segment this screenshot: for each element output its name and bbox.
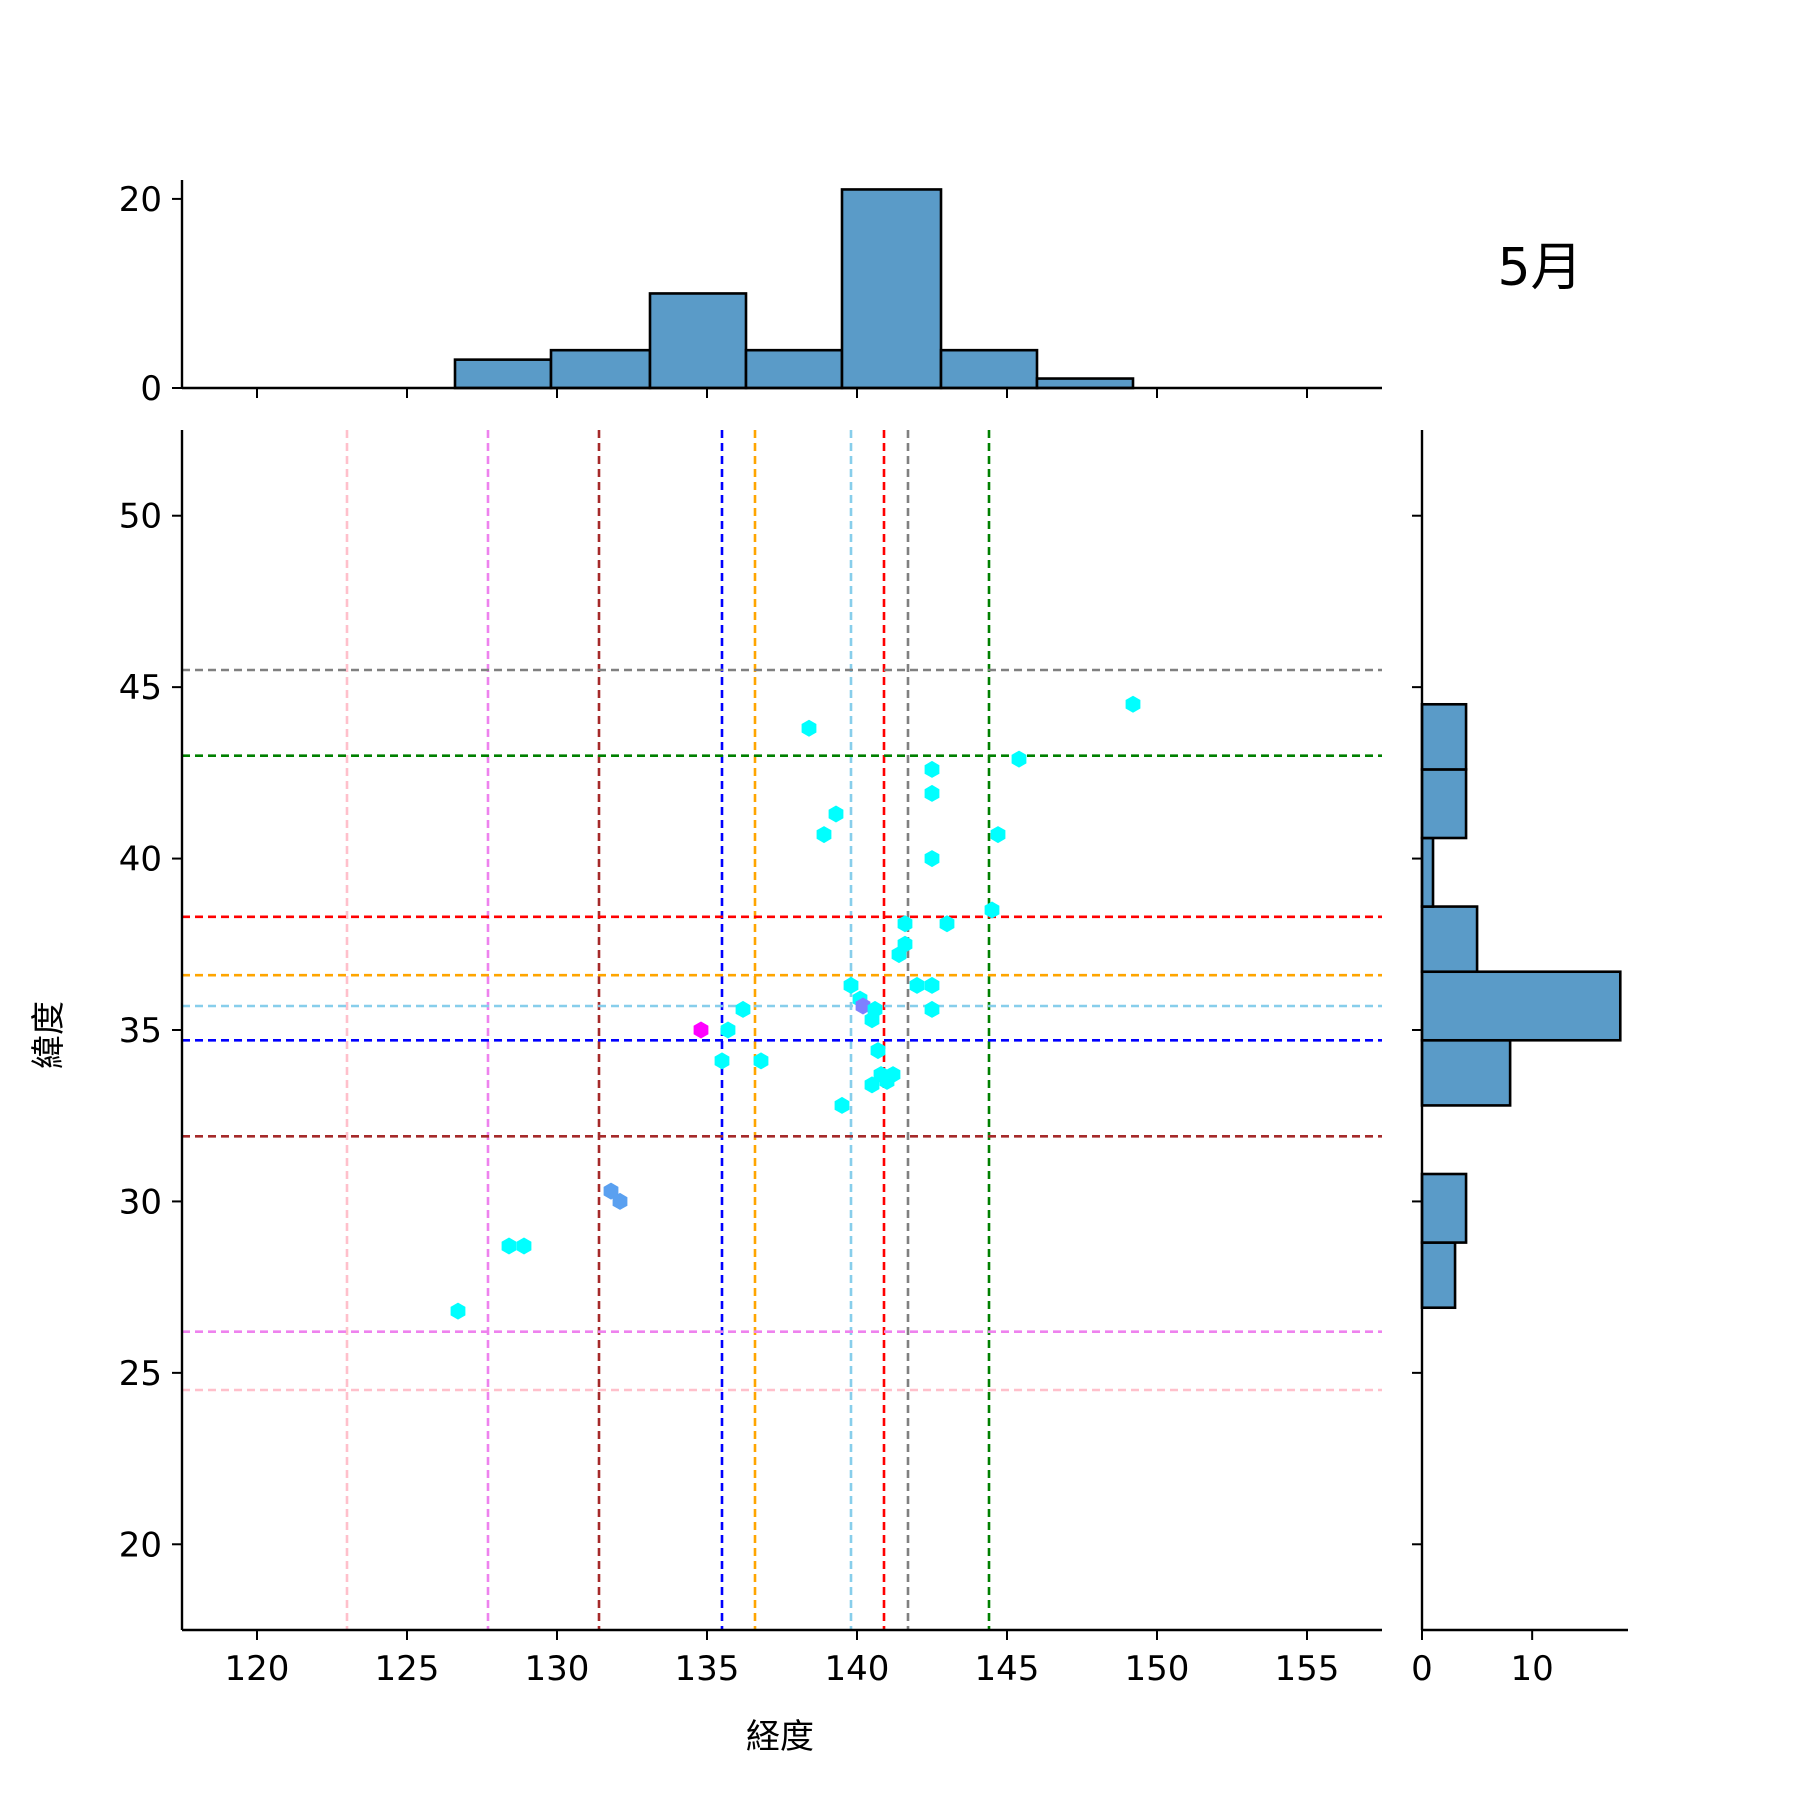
x-tick-label: 135 <box>675 1649 740 1689</box>
right-histogram-bar <box>1420 970 1622 1042</box>
top-hist-y-tick-label: 0 <box>140 369 162 409</box>
right-histogram-bar <box>1420 1241 1457 1310</box>
top-histogram-bar <box>840 188 943 390</box>
scatter-point <box>897 915 913 933</box>
scatter-point <box>924 976 940 994</box>
y-tick-label: 40 <box>119 840 162 880</box>
scatter-point <box>867 1000 883 1018</box>
right-hist-x-tick-label: 10 <box>1511 1649 1554 1689</box>
right-histogram-bar <box>1420 1172 1468 1244</box>
scatter-point <box>720 1021 736 1039</box>
scatter-point <box>1011 750 1027 768</box>
scatter-point <box>885 1066 901 1084</box>
scatter-point <box>501 1237 517 1255</box>
top-histogram-bar <box>744 348 844 390</box>
scatter-point <box>816 826 832 844</box>
scatter-point <box>714 1052 730 1070</box>
scatter-points <box>450 695 1141 1320</box>
scatter-point <box>450 1302 466 1320</box>
scatter-point <box>735 1000 751 1018</box>
right-histogram-bar <box>1420 768 1468 840</box>
x-axis-label: 経度 <box>746 1717 814 1757</box>
top-hist-y-tick-label: 20 <box>119 180 162 220</box>
scatter-point <box>603 1182 619 1200</box>
horizontal-reference-lines <box>182 668 1382 1392</box>
top-histogram-bar <box>453 358 553 390</box>
x-tick-label: 125 <box>375 1649 440 1689</box>
vertical-reference-lines <box>345 430 991 1630</box>
x-tick-label: 155 <box>1275 1649 1340 1689</box>
top-histogram-bar <box>1035 377 1135 390</box>
top-histogram-bar <box>549 348 652 390</box>
chart-title: 5月 <box>1497 238 1582 298</box>
y-tick-label: 20 <box>119 1525 162 1565</box>
top-histogram: 0 20 <box>119 180 1382 409</box>
scatter-point <box>939 915 955 933</box>
scatter-point <box>924 784 940 802</box>
scatter-point <box>1125 695 1141 713</box>
scatter-point <box>801 719 817 737</box>
y-tick-label: 30 <box>119 1182 162 1222</box>
scatter-point <box>855 997 871 1015</box>
scatter-point <box>693 1021 709 1039</box>
y-tick-label: 50 <box>119 497 162 537</box>
scatter-point <box>924 760 940 778</box>
x-tick-label: 150 <box>1125 1649 1190 1689</box>
scatter-point <box>843 976 859 994</box>
scatter-point <box>897 935 913 953</box>
scatter-point <box>828 805 844 823</box>
scatter-point <box>909 976 925 994</box>
y-tick-label: 35 <box>119 1011 162 1051</box>
right-histogram-bar <box>1420 836 1435 908</box>
scatter-point <box>612 1192 628 1210</box>
scatter-point <box>753 1052 769 1070</box>
scatter-point <box>984 901 1000 919</box>
scatter-point <box>834 1096 850 1114</box>
right-histogram-bar <box>1420 1038 1512 1107</box>
scatter-point <box>924 850 940 868</box>
y-tick-label: 45 <box>119 668 162 708</box>
scatter-point <box>516 1237 532 1255</box>
right-histogram-bar <box>1420 905 1479 974</box>
y-axis-label: 緯度 <box>29 1001 69 1069</box>
y-tick-label: 25 <box>119 1354 162 1394</box>
right-histogram-bar <box>1420 702 1468 771</box>
main-axes: 120 125 130 135 140 145 150 155 20 25 30 35 40 45 50 <box>119 430 1382 1689</box>
x-tick-label: 140 <box>825 1649 890 1689</box>
scatter-point <box>924 1000 940 1018</box>
top-histogram-bar <box>939 348 1039 390</box>
right-hist-x-tick-label: 0 <box>1411 1649 1433 1689</box>
x-tick-label: 145 <box>975 1649 1040 1689</box>
x-tick-label: 130 <box>525 1649 590 1689</box>
x-tick-label: 120 <box>225 1649 290 1689</box>
scatter-point <box>990 826 1006 844</box>
right-histogram: 0 10 <box>1411 430 1628 1689</box>
top-histogram-bar <box>648 292 748 390</box>
scatter-point <box>870 1042 886 1060</box>
scatter-point <box>864 1076 880 1094</box>
